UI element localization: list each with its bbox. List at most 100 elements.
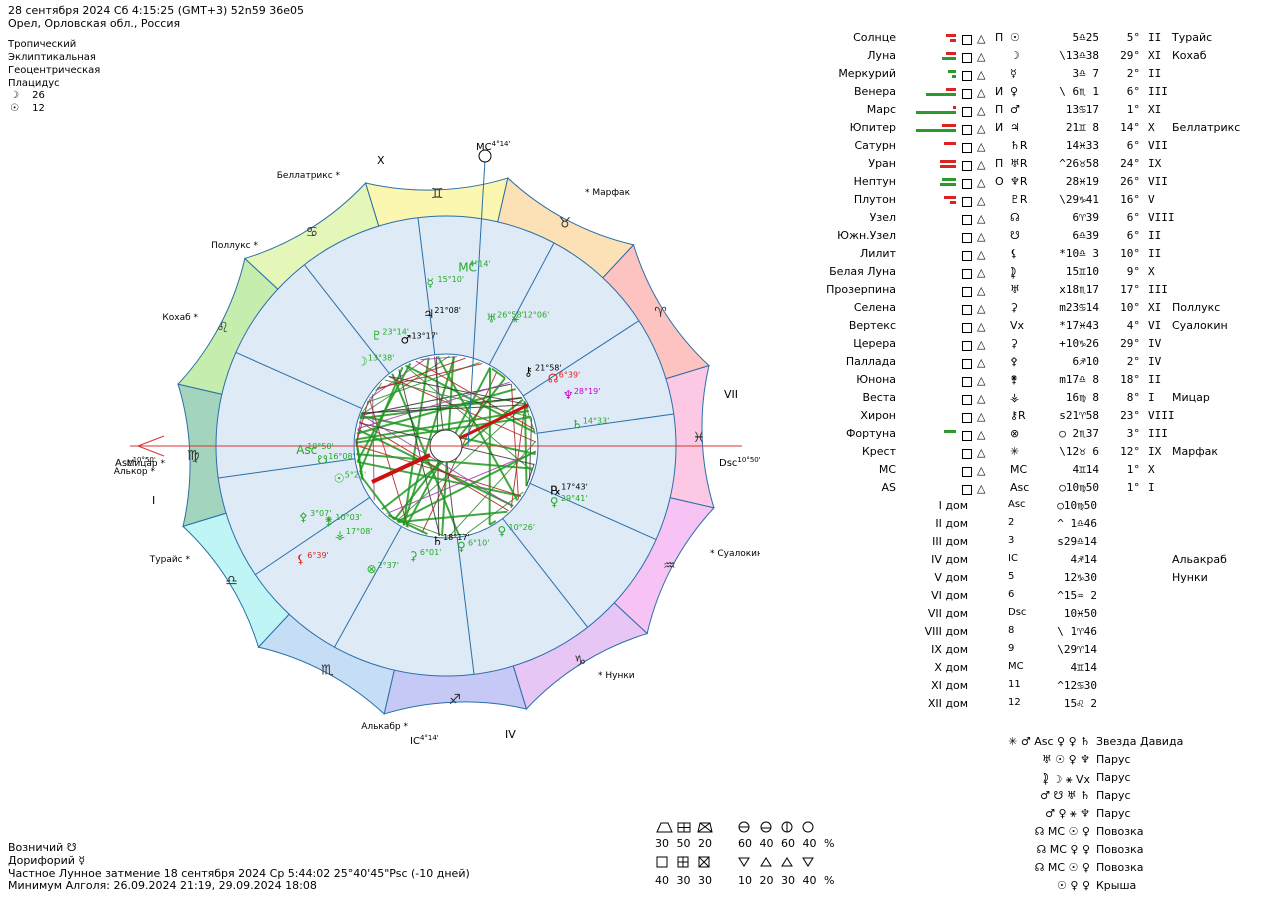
planet-glyph-icon[interactable]: ⚶ — [335, 528, 345, 542]
planet-glyph-icon[interactable]: ⚵ — [324, 514, 333, 528]
planet-glyph-icon[interactable]: ⚸ — [296, 552, 305, 566]
aspect-figure-row[interactable]: ☊ MC ♀ ♀Повозка — [990, 843, 1230, 861]
planet-glyph-icon[interactable]: ☿ — [427, 276, 434, 290]
aspect-figure-row[interactable]: ☊ MC ☉ ♀Повозка — [990, 861, 1230, 879]
planet-house: V — [1148, 193, 1155, 206]
aspect-figure-row[interactable]: ♅ ☉ ♀ ♆Парус — [990, 753, 1230, 771]
planet-glyph-icon[interactable]: ☽ — [357, 355, 368, 369]
planet-glyph-icon[interactable]: ☊ — [548, 371, 559, 385]
aspect-figure-row[interactable]: ☉ ♀ ♀Крыша — [990, 879, 1230, 897]
house-glyph-icon: MC — [1008, 661, 1024, 672]
house-position: 15♌ 2 — [1025, 697, 1097, 710]
planet-glyph-icon[interactable]: ⚷ — [524, 365, 533, 379]
planet-glyph-icon[interactable]: ⊗ — [367, 562, 377, 576]
aspect-triangle-icon: △ — [977, 302, 985, 315]
planet-glyph-icon[interactable]: ⚴ — [299, 510, 308, 524]
planet-glyph-icon[interactable]: ♄ — [572, 417, 583, 431]
aspect-figure-row[interactable]: ☊ MC ☉ ♀Повозка — [990, 825, 1230, 843]
triangle-up-icon — [761, 858, 771, 866]
house-position: ○10♍50 — [1025, 499, 1097, 512]
aspect-figure-row[interactable]: ✳ ♂ Asc ♀ ♀ ♄Звезда Давида — [990, 735, 1230, 753]
planet-glyph-icon[interactable]: ♀ — [498, 524, 507, 538]
planet-position: 6♐10 — [1027, 355, 1099, 368]
planet-glyph-icon[interactable]: ☋ — [317, 453, 328, 467]
planet-degree: 6° — [1110, 211, 1140, 224]
planet-strength-bars — [908, 427, 956, 445]
planet-glyph-icon[interactable]: ⚳ — [409, 549, 418, 563]
planet-degree: 6°39' — [307, 551, 328, 560]
aspect-triangle-icon: △ — [977, 482, 985, 495]
planet-glyph-icon[interactable]: ☉ — [334, 471, 345, 485]
planet-glyph-icon[interactable]: ♅ — [486, 311, 497, 325]
house-glyph-icon: 6 — [1008, 589, 1014, 600]
planet-name: Уран — [780, 157, 896, 170]
planet-name: Нептун — [780, 175, 896, 188]
planet-strength-bars — [908, 85, 956, 103]
house-name: II дом — [860, 517, 968, 530]
planet-position: 6♎39 — [1027, 229, 1099, 242]
planet-glyph-icon[interactable]: ♇ — [371, 329, 382, 343]
house-box-icon — [962, 215, 972, 225]
planet-glyph-icon: ⯝ — [1010, 265, 1017, 284]
planet-name: Крест — [780, 445, 896, 458]
natal-chart-wheel[interactable]: ♍♌♋♊♉♈♓♒♑♐♏♎ MC4°14'☿15°10'♃21°08'♅26°58… — [0, 0, 760, 760]
planet-name: Вертекс — [780, 319, 896, 332]
earth-icon — [761, 822, 771, 832]
planet-name: Белая Луна — [780, 265, 896, 278]
aspect-triangle-icon: △ — [977, 212, 985, 225]
planet-glyph-icon[interactable]: ♀ — [457, 539, 466, 553]
planet-glyph-icon[interactable]: ♆ — [563, 388, 574, 402]
planet-glyph-icon[interactable]: ⚹ — [512, 311, 519, 325]
planet-glyph-icon: ⚴ — [1010, 355, 1018, 368]
aspect-figure-row[interactable]: ♂ ☋ ♅ ♄Парус — [990, 789, 1230, 807]
planet-star: Поллукс — [1172, 301, 1220, 314]
aspect-figure-row[interactable]: ♂ ♀ ⚹ ♆Парус — [990, 807, 1230, 825]
planet-glyph-icon[interactable]: ♃ — [423, 307, 434, 321]
aspect-triangle-icon: △ — [977, 428, 985, 441]
sign-glyph-icon: ♎ — [225, 573, 238, 589]
planet-glyph-icon[interactable]: ♂ — [400, 333, 411, 347]
planet-glyph-icon[interactable]: ♄ — [432, 534, 443, 548]
fixed-star-label: Алькабр * — [361, 722, 408, 732]
planet-glyph-icon[interactable]: ℞ — [550, 484, 561, 498]
